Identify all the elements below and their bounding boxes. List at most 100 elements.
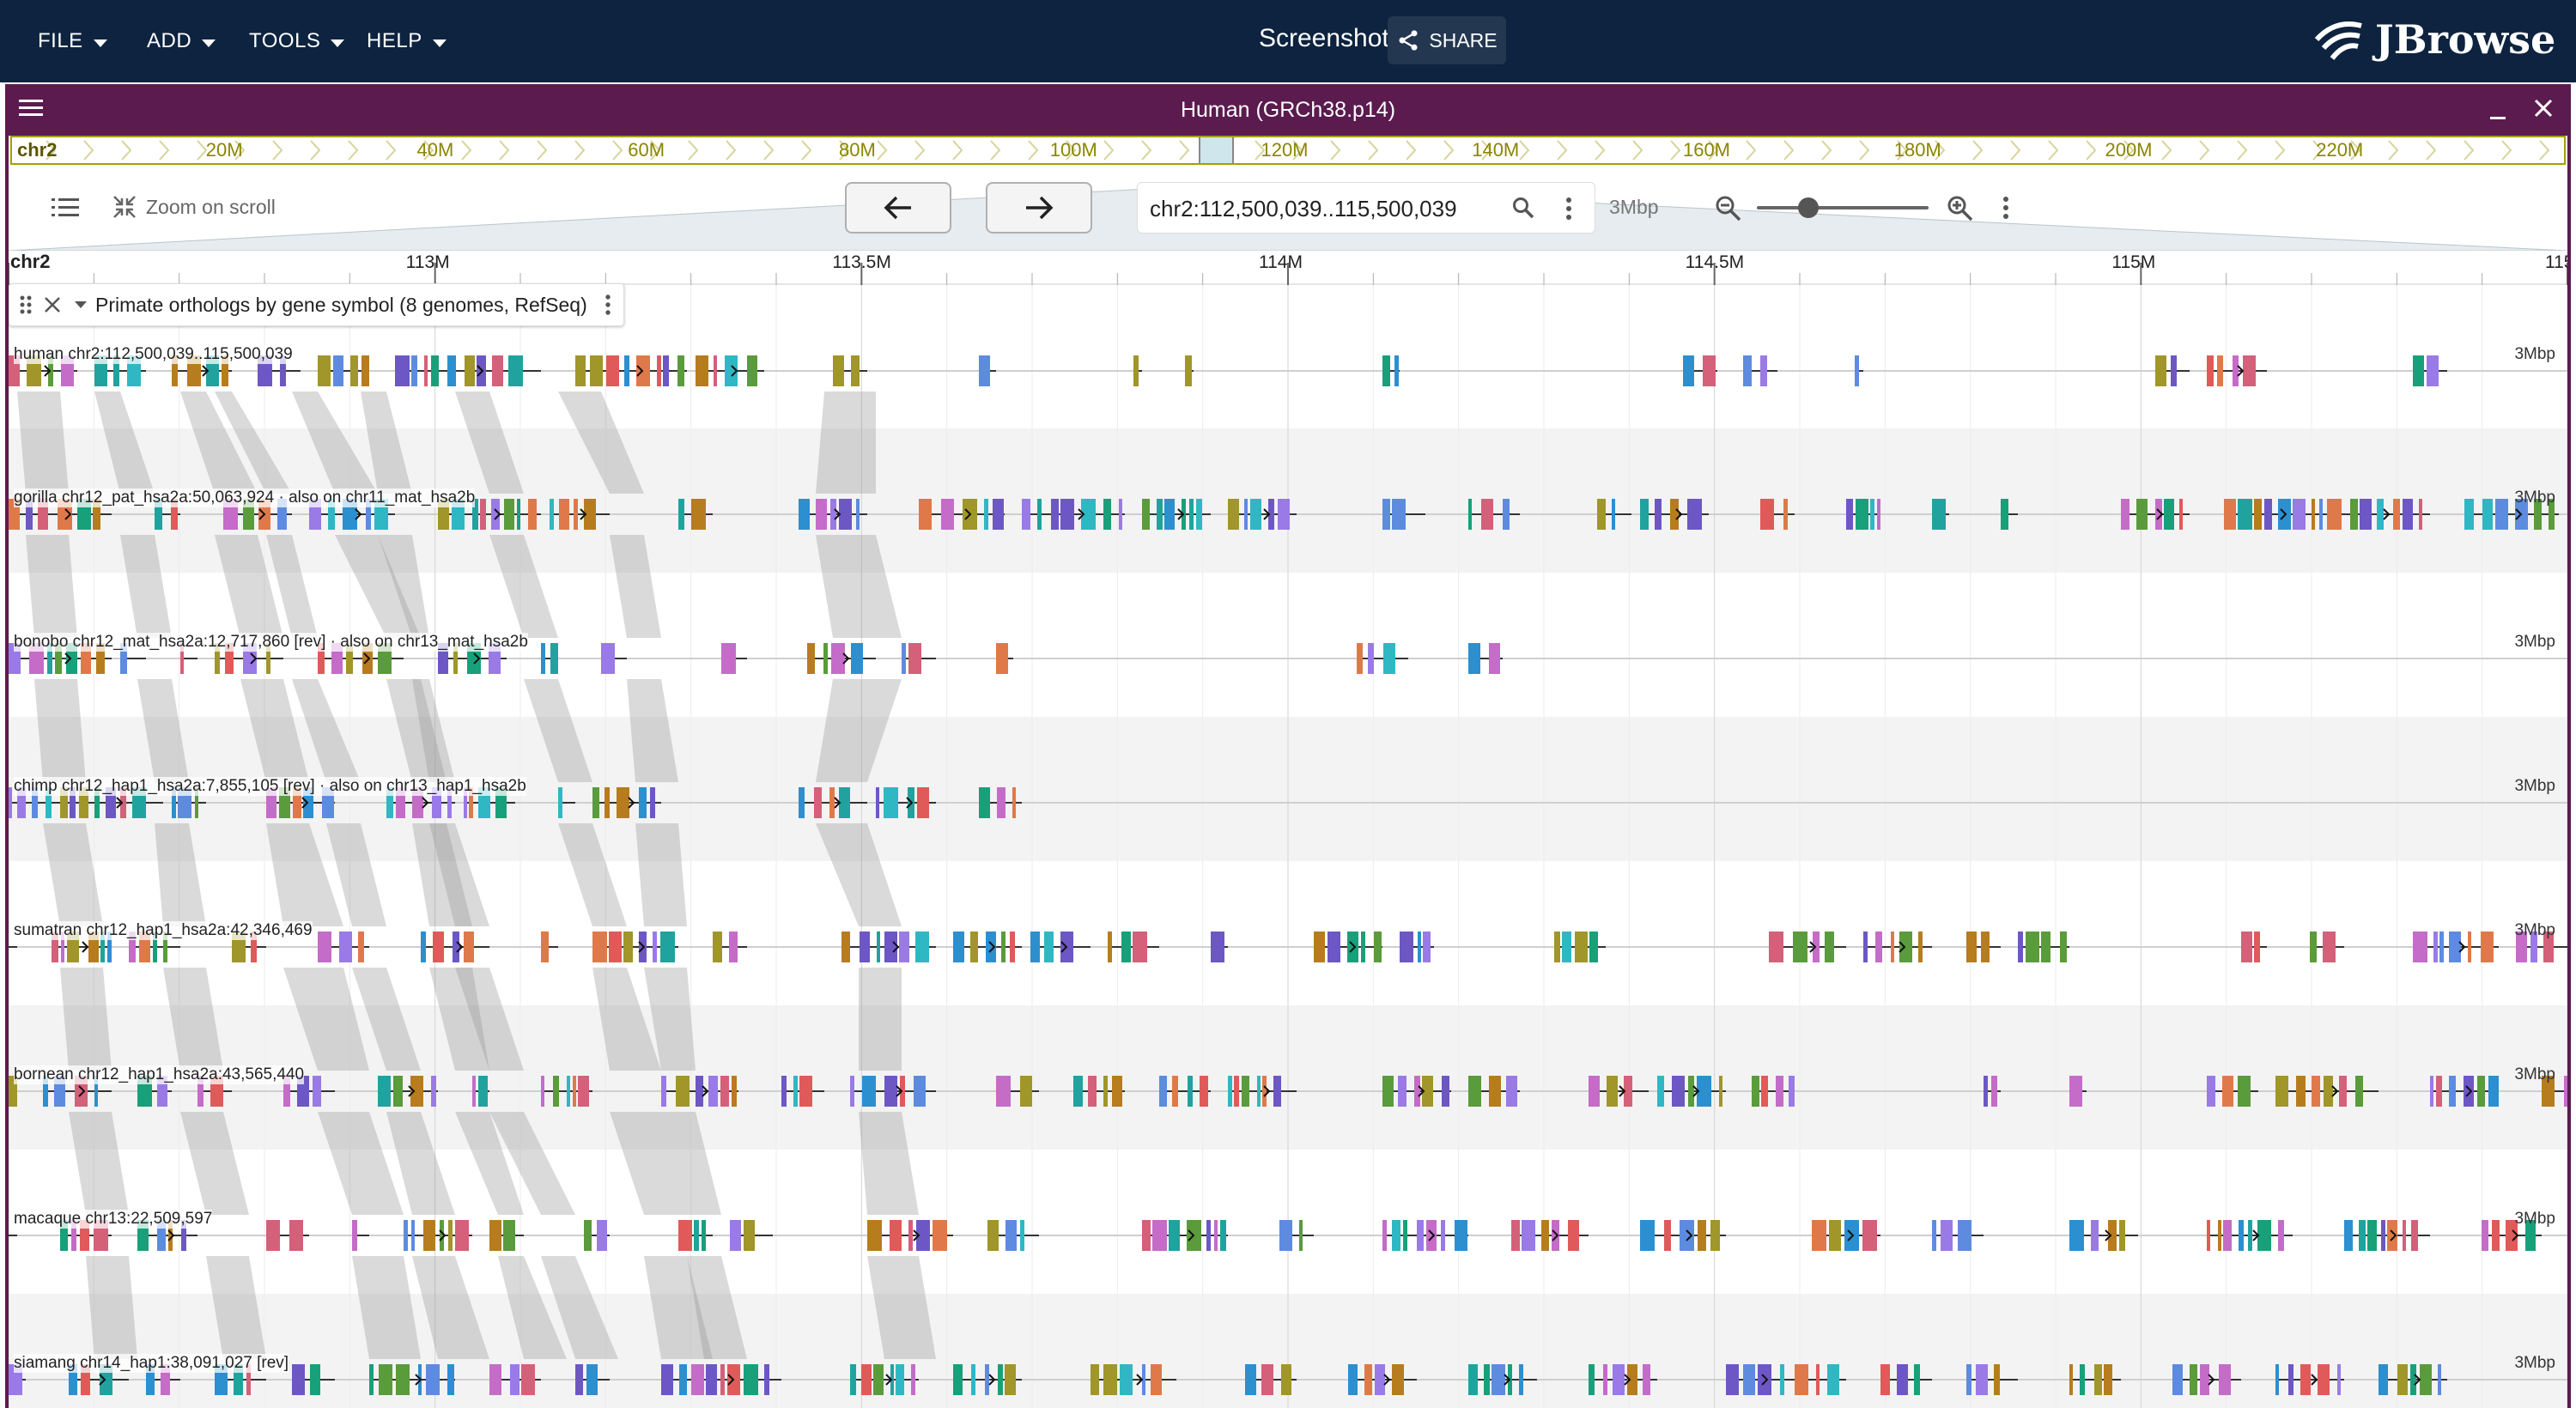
synteny-ribbon[interactable] bbox=[180, 1112, 249, 1215]
gene-exon[interactable] bbox=[2257, 1220, 2271, 1251]
gene-exon[interactable] bbox=[528, 499, 537, 530]
gene-exon[interactable] bbox=[653, 932, 657, 962]
gene-exon[interactable] bbox=[2296, 1076, 2306, 1107]
gene-exon[interactable] bbox=[1361, 932, 1365, 962]
gene-exon[interactable] bbox=[2419, 499, 2422, 530]
gene-exon[interactable] bbox=[2172, 1364, 2183, 1395]
gene-exon[interactable] bbox=[1846, 499, 1853, 530]
gene-exon[interactable] bbox=[280, 355, 286, 386]
gene-exon[interactable] bbox=[1891, 932, 1894, 962]
synteny-ribbon[interactable] bbox=[335, 535, 421, 638]
gene-exon[interactable] bbox=[1242, 1076, 1249, 1107]
gene-exon[interactable] bbox=[1245, 1364, 1256, 1395]
gene-exon[interactable] bbox=[1037, 499, 1042, 530]
gene-exon[interactable] bbox=[1001, 932, 1005, 962]
gene-exon[interactable] bbox=[605, 787, 610, 818]
gene-exon[interactable] bbox=[899, 932, 909, 962]
gene-exon[interactable] bbox=[79, 787, 88, 818]
gene-exon[interactable] bbox=[941, 499, 954, 530]
gene-exon[interactable] bbox=[2377, 499, 2384, 530]
gene-exon[interactable] bbox=[1196, 499, 1202, 530]
gene-exon[interactable] bbox=[2104, 1364, 2112, 1395]
gene-exon[interactable] bbox=[1589, 1364, 1595, 1395]
gene-exon[interactable] bbox=[379, 1364, 392, 1395]
gene-exon[interactable] bbox=[2026, 932, 2039, 962]
gene-exon[interactable] bbox=[1697, 1076, 1711, 1107]
gene-exon[interactable] bbox=[447, 355, 456, 386]
gene-exon[interactable] bbox=[609, 932, 622, 962]
gene-exon[interactable] bbox=[1103, 1364, 1117, 1395]
gene-exon[interactable] bbox=[2155, 355, 2166, 386]
gene-exon[interactable] bbox=[2171, 355, 2177, 386]
synteny-ribbon[interactable] bbox=[266, 535, 318, 638]
gene-exon[interactable] bbox=[2224, 499, 2236, 530]
gene-exon[interactable] bbox=[890, 1220, 902, 1251]
gene-exon[interactable] bbox=[1112, 1076, 1122, 1107]
gene-exon[interactable] bbox=[877, 932, 880, 962]
gene-exon[interactable] bbox=[1382, 499, 1390, 530]
gene-exon[interactable] bbox=[639, 932, 647, 962]
gene-exon[interactable] bbox=[597, 1220, 607, 1251]
gene-exon[interactable] bbox=[1400, 932, 1413, 962]
menu-tools[interactable]: TOOLS bbox=[249, 0, 345, 82]
gene-exon[interactable] bbox=[1012, 787, 1016, 818]
gene-exon[interactable] bbox=[1670, 499, 1679, 530]
gene-exon[interactable] bbox=[1726, 1364, 1739, 1395]
gene-exon[interactable] bbox=[1455, 1220, 1467, 1251]
gene-exon[interactable] bbox=[1152, 1220, 1167, 1251]
gene-exon[interactable] bbox=[915, 932, 929, 962]
gene-exon[interactable] bbox=[1575, 932, 1588, 962]
gene-exon[interactable] bbox=[2495, 499, 2508, 530]
gene-exon[interactable] bbox=[2264, 499, 2272, 530]
gene-exon[interactable] bbox=[503, 1220, 515, 1251]
gene-exon[interactable] bbox=[155, 499, 162, 530]
gene-exon[interactable] bbox=[1688, 1076, 1694, 1107]
gene-exon[interactable] bbox=[541, 1076, 544, 1107]
gene-exon[interactable] bbox=[96, 643, 105, 674]
gene-exon[interactable] bbox=[2360, 499, 2372, 530]
gene-exon[interactable] bbox=[1680, 1220, 1694, 1251]
genome-row-features[interactable] bbox=[9, 932, 2567, 962]
gene-exon[interactable] bbox=[2001, 499, 2008, 530]
gene-exon[interactable] bbox=[2488, 1076, 2499, 1107]
gene-exon[interactable] bbox=[694, 1220, 699, 1251]
gene-exon[interactable] bbox=[592, 932, 607, 962]
gene-exon[interactable] bbox=[2339, 1076, 2347, 1107]
gene-exon[interactable] bbox=[180, 643, 184, 674]
gene-exon[interactable] bbox=[94, 1076, 98, 1107]
track-selector-icon[interactable] bbox=[52, 196, 79, 220]
gene-exon[interactable] bbox=[2288, 1364, 2293, 1395]
gene-exon[interactable] bbox=[1844, 1220, 1859, 1251]
gene-exon[interactable] bbox=[26, 499, 33, 530]
gene-exon[interactable] bbox=[2449, 1076, 2456, 1107]
genome-row-features[interactable] bbox=[9, 1364, 2567, 1395]
gene-exon[interactable] bbox=[2367, 1220, 2377, 1251]
search-icon[interactable] bbox=[1512, 197, 1534, 219]
gene-exon[interactable] bbox=[1375, 1364, 1385, 1395]
gene-exon[interactable] bbox=[744, 1364, 758, 1395]
track-menu-icon[interactable] bbox=[605, 294, 611, 315]
gene-exon[interactable] bbox=[1244, 499, 1248, 530]
gene-exon[interactable] bbox=[1984, 1076, 1988, 1107]
gene-exon[interactable] bbox=[46, 787, 52, 818]
gene-exon[interactable] bbox=[908, 1220, 913, 1251]
gene-exon[interactable] bbox=[998, 1364, 1003, 1395]
synteny-ribbon[interactable] bbox=[215, 535, 283, 638]
gene-exon[interactable] bbox=[606, 355, 619, 386]
gene-exon[interactable] bbox=[987, 1220, 999, 1251]
gene-exon[interactable] bbox=[831, 643, 845, 674]
zoom-slider-thumb[interactable] bbox=[1798, 197, 1819, 218]
gene-exon[interactable] bbox=[1281, 1364, 1291, 1395]
gene-exon[interactable] bbox=[850, 1076, 854, 1107]
gene-exon[interactable] bbox=[1103, 1076, 1108, 1107]
gene-exon[interactable] bbox=[2481, 932, 2494, 962]
gene-exon[interactable] bbox=[1200, 1076, 1208, 1107]
gene-exon[interactable] bbox=[997, 787, 1005, 818]
gene-exon[interactable] bbox=[472, 499, 478, 530]
gene-exon[interactable] bbox=[1698, 1220, 1706, 1251]
gene-exon[interactable] bbox=[352, 1220, 357, 1251]
gene-exon[interactable] bbox=[1172, 1076, 1178, 1107]
gene-exon[interactable] bbox=[426, 1364, 440, 1395]
gene-exon[interactable] bbox=[677, 355, 684, 386]
gene-exon[interactable] bbox=[2069, 1220, 2084, 1251]
